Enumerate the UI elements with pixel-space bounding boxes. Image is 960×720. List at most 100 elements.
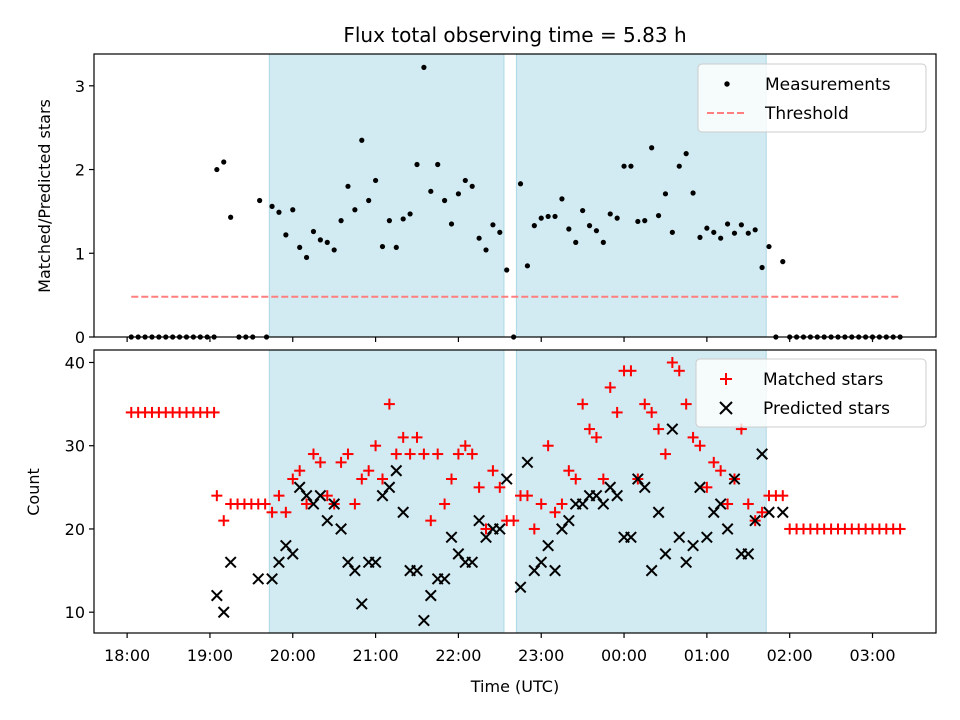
measurement-point xyxy=(310,228,317,235)
matched-stars-point xyxy=(383,398,395,410)
predicted-stars-point xyxy=(217,606,230,619)
matched-stars-point xyxy=(701,481,713,493)
matched-stars-point xyxy=(397,431,409,443)
predicted-stars-point xyxy=(397,506,410,519)
legend-measurements-label: Measurements xyxy=(765,75,891,95)
measurement-point xyxy=(607,211,613,217)
matched-stars-point xyxy=(549,506,561,518)
measurement-point xyxy=(455,191,462,197)
matched-stars-point xyxy=(273,490,285,502)
measurement-point xyxy=(462,177,468,184)
predicted-stars-point xyxy=(369,556,382,569)
predicted-stars-point xyxy=(286,548,299,560)
measurement-point xyxy=(531,223,537,229)
matched-stars-point xyxy=(321,490,333,502)
predicted-stars-point xyxy=(776,506,789,519)
predicted-stars-point xyxy=(224,556,237,569)
matched-stars-point xyxy=(446,473,458,485)
matched-stars-point xyxy=(335,456,347,468)
y-tick-label: 10 xyxy=(65,603,85,622)
measurement-point xyxy=(331,247,337,253)
measurement-point xyxy=(628,163,634,169)
bottom-x-ticks: 18:00 19:00 20:00 21:00 22:00 23:00 00:00 01:00… xyxy=(104,633,896,665)
legend-matched-label: Matched stars xyxy=(763,370,883,390)
top-axes: 0 1 2 3 Matched/Predicted stars Measurement… xyxy=(35,53,937,347)
predicted-stars-point xyxy=(438,572,451,585)
matched-stars-point xyxy=(314,456,326,468)
predicted-stars-point xyxy=(466,556,479,569)
measurement-point xyxy=(269,203,275,209)
top-legend-box xyxy=(697,63,927,133)
y-tick-label: 1 xyxy=(75,244,85,263)
predicted-stars-point xyxy=(625,531,637,544)
measurement-point xyxy=(683,151,689,157)
matched-stars-point xyxy=(584,423,596,435)
matched-stars-point xyxy=(342,448,354,460)
x-tick-label: 18:00 xyxy=(104,646,150,665)
measurement-point xyxy=(552,213,558,220)
matched-stars-point xyxy=(363,465,375,477)
matched-stars-point xyxy=(211,490,223,502)
matched-stars-point xyxy=(370,440,382,452)
measurement-point xyxy=(303,254,310,261)
predicted-stars-point xyxy=(335,523,347,535)
predicted-stars-point xyxy=(611,489,624,502)
matched-stars-point xyxy=(590,431,602,443)
matched-stars-point xyxy=(466,448,478,460)
predicted-stars-point xyxy=(300,489,313,502)
predicted-stars-point xyxy=(493,523,506,535)
measurement-point xyxy=(283,232,289,238)
chart-title: Flux total observing time = 5.83 h xyxy=(343,23,686,47)
measurement-point xyxy=(372,177,379,184)
predicted-stars-point xyxy=(307,498,320,510)
matched-stars-point xyxy=(563,465,575,477)
predicted-stars-point xyxy=(694,481,706,494)
measurement-point xyxy=(580,207,586,214)
measurement-point xyxy=(738,222,744,228)
matched-stars-point xyxy=(432,448,444,460)
legend-matched-marker xyxy=(720,373,732,385)
matched-stars-point xyxy=(218,515,230,527)
matched-stars-point xyxy=(894,523,906,535)
matched-stars-point xyxy=(777,490,789,502)
measurement-point xyxy=(393,244,399,251)
observing-spans-top xyxy=(268,53,767,338)
matched-stars-point xyxy=(411,431,423,443)
predicted-stars-point xyxy=(528,564,541,577)
predicted-stars-point xyxy=(742,548,755,560)
predicted-stars-point xyxy=(452,548,465,560)
predicted-stars-point xyxy=(556,523,568,535)
matched-stars-point xyxy=(418,448,430,460)
predicted-stars-point xyxy=(687,539,699,552)
legend-threshold-label: Threshold xyxy=(764,104,849,124)
bottom-legend-box xyxy=(695,358,927,428)
predicted-stars-point xyxy=(728,473,741,485)
y-tick-label: 3 xyxy=(75,77,85,96)
matched-stars-point xyxy=(390,448,402,460)
measurement-point xyxy=(338,218,344,224)
predicted-stars-point xyxy=(266,572,278,585)
predicted-stars-point xyxy=(721,523,734,535)
matched-stars-point xyxy=(722,498,734,510)
bottom-y-ticks: 10 20 30 40 xyxy=(65,353,94,622)
measurement-point xyxy=(724,221,731,227)
predicted-stars-point xyxy=(562,514,575,527)
measurement-point xyxy=(676,163,682,169)
legend-predicted-marker xyxy=(719,401,733,415)
measurement-point xyxy=(545,213,551,220)
measurement-point xyxy=(435,161,441,168)
x-tick-label: 00:00 xyxy=(601,646,647,665)
measurement-point xyxy=(600,239,606,245)
measurement-point xyxy=(697,234,703,240)
measurement-point xyxy=(586,223,593,229)
matched-stars-point xyxy=(459,440,471,452)
matched-stars-point xyxy=(604,381,616,393)
measurement-point xyxy=(559,196,565,202)
measurement-point xyxy=(635,218,641,225)
predicted-stars-point xyxy=(666,423,679,435)
matched-stars-point xyxy=(673,365,685,377)
predicted-stars-point xyxy=(279,539,292,552)
predicted-stars-point xyxy=(763,506,775,519)
matched-stars-point xyxy=(473,481,485,493)
measurement-point xyxy=(566,226,572,232)
